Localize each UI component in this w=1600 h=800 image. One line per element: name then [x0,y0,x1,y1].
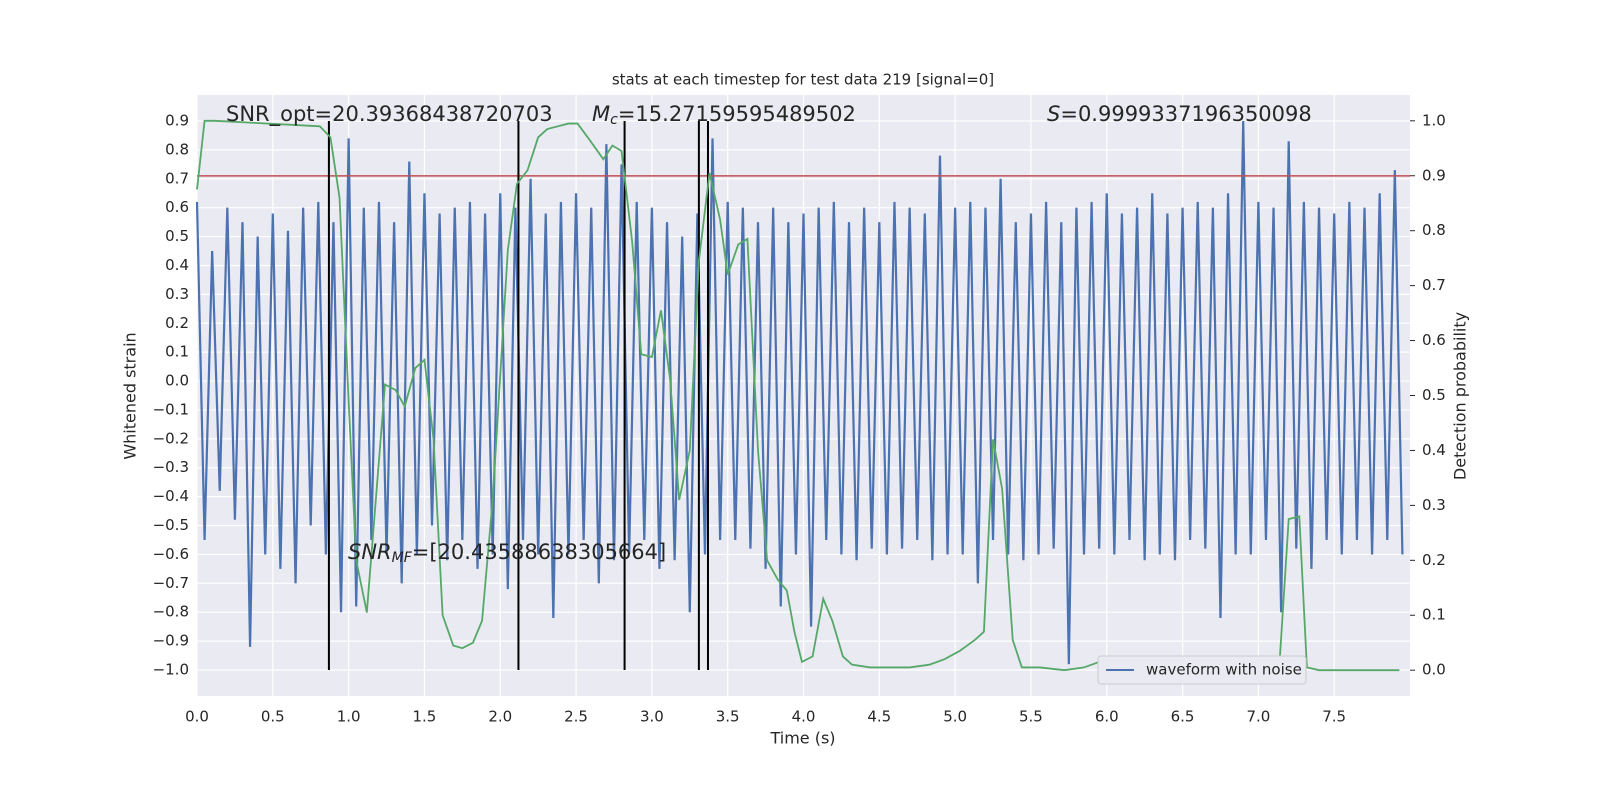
y-tick-label: 0.3 [165,285,189,303]
x-tick-label: 2.0 [488,708,512,726]
x-tick-label: 0.0 [185,708,209,726]
annotation-symbol: S [1047,102,1060,126]
legend-label: waveform with noise [1146,661,1302,679]
annotation-symbol: M [592,102,610,126]
y-tick-label: −1.0 [153,660,189,678]
y2-tick-label: 0.6 [1422,331,1446,349]
y2-tick-label: 0.8 [1422,221,1446,239]
x-tick-label: 1.0 [337,708,361,726]
x-tick-label: 6.0 [1095,708,1119,726]
y-tick-label: 0.5 [165,227,189,245]
y-tick-label: 0.6 [165,198,189,216]
x-axis-label: Time (s) [769,729,835,748]
annotation-subscript: MF [392,550,413,566]
x-tick-label: 5.5 [1019,708,1043,726]
y-tick-label: −0.5 [153,516,189,534]
y-tick-label: −0.7 [153,574,189,592]
y2-tick-label: 0.0 [1422,661,1446,679]
y-tick-label: −0.9 [153,632,189,650]
annotation-text: =0.9999337196350098 [1060,102,1311,126]
legend-box [1097,655,1307,685]
series-line [195,120,1404,665]
annotation: SNRMF=[20.43588638305664] [348,540,666,566]
y-tick-label: 0.2 [165,314,189,332]
y-tick-label: 0.8 [165,140,189,158]
x-tick-label: 4.0 [792,708,816,726]
annotation-text: =[20.43588638305664] [412,540,666,564]
annotation-subscript: c [610,112,618,128]
x-tick-label: 4.5 [867,708,891,726]
marks [195,119,1410,672]
legend: waveform with noise [1097,655,1307,685]
y2-tick-label: 0.3 [1422,496,1446,514]
y-tick-label: −0.6 [153,545,189,563]
series-line [196,119,1400,672]
y2-tick-label: 0.7 [1422,276,1446,294]
y2-tick-label: 0.9 [1422,166,1446,184]
x-tick-label: 7.0 [1246,708,1270,726]
annotation-text: =15.27159595489502 [618,102,856,126]
x-tick-label: 7.5 [1322,708,1346,726]
y-tick-label: 0.1 [165,343,189,361]
y-tick-label: 0.7 [165,169,189,187]
y-axis-label: Whitened strain [121,332,140,459]
x-tick-label: 0.5 [261,708,285,726]
y-tick-label: 0.0 [165,372,189,390]
annotation-symbol: SNR [348,540,392,564]
y2-tick-label: 0.2 [1422,551,1446,569]
y2-tick-label: 1.0 [1422,111,1446,129]
y-tick-label: −0.3 [153,458,189,476]
y2-tick-label: 0.4 [1422,441,1446,459]
y-tick-label: −0.2 [153,429,189,447]
x-tick-label: 2.5 [564,708,588,726]
annotation: SNR_opt=20.39368438720703 [226,102,553,127]
y-tick-label: −0.8 [153,603,189,621]
x-tick-label: 3.0 [640,708,664,726]
y2-tick-label: 0.5 [1422,386,1446,404]
x-tick-label: 3.5 [716,708,740,726]
y-tick-label: −0.4 [153,487,189,505]
y-tick-label: 0.4 [165,256,189,274]
y2-axis-label: Detection probability [1451,312,1470,480]
x-tick-label: 5.0 [943,708,967,726]
annotation: S=0.9999337196350098 [1047,102,1312,126]
chart-title: stats at each timestep for test data 219… [612,71,994,89]
y-tick-label: 0.9 [165,112,189,130]
y-tick-label: −0.1 [153,400,189,418]
x-tick-label: 1.5 [413,708,437,726]
labels: 0.0 0.5 1.0 1.5 2.0 2.5 3.0 3.5 4.0 4.5 5.0 5.5 6.0 6… [153,111,1446,725]
annotation: Mc=15.27159595489502 [592,102,856,128]
y2-tick-label: 0.1 [1422,606,1446,624]
x-tick-label: 6.5 [1171,708,1195,726]
